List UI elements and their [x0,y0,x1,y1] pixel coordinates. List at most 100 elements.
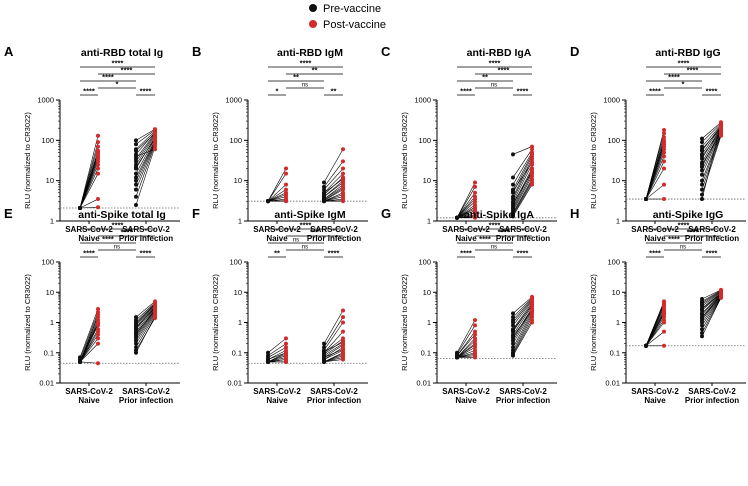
legend-post-marker [309,20,317,28]
x-tick-label: Prior infection [307,396,361,405]
point-pre-vaccine [511,353,515,358]
point-pre-vaccine [700,327,704,332]
y-tick-label: 0.1 [44,348,54,357]
panel-title: anti-Spike IgA [464,209,534,221]
point-pre-vaccine [700,162,704,167]
pair-line [456,340,476,358]
pair-line [645,156,665,200]
pair-line [512,298,533,321]
point-post-vaccine [341,357,345,362]
significance-label: **** [112,221,124,230]
point-post-vaccine [530,302,534,307]
point-pre-vaccine [700,147,704,152]
point-pre-vaccine [700,140,704,145]
y-tick-label: 0.1 [232,348,242,357]
y-tick-label: 10 [234,288,242,297]
significance-label: **** [668,235,680,244]
pair-line [267,359,287,363]
point-pre-vaccine [266,199,270,204]
significance-label: ** [274,249,280,258]
point-pre-vaccine [134,142,138,147]
pair-line [323,350,344,360]
pair-line [456,212,476,219]
y-tick-label: 1000 [603,96,620,105]
y-tick-label: 1 [238,217,242,226]
pair-line [512,149,533,178]
pair-line [323,340,344,355]
pair-line [456,204,476,219]
significance-label: **** [300,59,312,68]
pair-line [79,198,99,209]
point-pre-vaccine [322,349,326,354]
significance-label: ns [302,245,308,251]
y-tick-label: 100 [418,136,431,145]
pair-line [701,128,722,163]
x-tick-label: Naive [644,234,666,243]
y-tick-label: 100 [607,136,620,145]
x-tick-label: Naive [78,234,100,243]
significance-label: **** [300,221,312,230]
point-post-vaccine [662,166,666,171]
x-tick-label: SARS-CoV-2 [631,387,679,396]
point-post-vaccine [341,147,345,152]
pair-line [512,310,533,344]
pair-line [135,303,156,323]
point-post-vaccine [96,171,100,176]
pair-line [701,132,722,165]
point-post-vaccine [473,323,477,328]
point-pre-vaccine [134,178,138,183]
point-post-vaccine [341,320,345,325]
y-axis-label: RLU (normalized to CR3022) [23,112,32,209]
pair-line [267,352,287,360]
point-pre-vaccine [134,326,138,331]
point-post-vaccine [96,336,100,341]
point-post-vaccine [662,182,666,187]
pair-line [135,128,156,141]
point-post-vaccine [473,332,477,337]
point-post-vaccine [662,154,666,159]
y-tick-label: 100 [229,136,242,145]
pair-line [135,310,156,334]
pair-line [323,178,344,194]
point-post-vaccine [96,341,100,346]
pair-line [135,304,156,326]
panel-title: anti-RBD IgA [467,47,532,59]
significance-label: * [116,80,119,89]
y-tick-label: 1 [427,217,431,226]
pair-line [135,313,156,344]
significance-label: **** [498,228,510,237]
pair-line [512,322,533,356]
point-post-vaccine [284,341,288,346]
point-post-vaccine [662,150,666,155]
point-post-vaccine [473,318,477,323]
y-tick-label: 1 [50,217,54,226]
pair-line [323,322,344,351]
x-tick-label: SARS-CoV-2 [442,225,490,234]
y-axis-label: RLU (normalized to CR3022) [211,112,220,209]
y-tick-label: 10 [423,176,431,185]
point-post-vaccine [473,184,477,189]
pair-line [701,293,722,310]
point-post-vaccine [719,122,723,127]
significance-label: **** [460,87,472,96]
significance-label: **** [479,235,491,244]
significance-label: ns [680,245,686,251]
pair-line [135,305,156,328]
point-pre-vaccine [700,306,704,311]
point-pre-vaccine [511,341,515,346]
x-tick-label: Prior infection [119,396,173,405]
panel-letter: D [570,44,579,59]
pair-line [79,168,99,209]
point-pre-vaccine [700,182,704,187]
legend: Pre-vaccine Post-vaccine [309,3,386,31]
pair-line [456,331,476,356]
pair-line [323,189,344,201]
y-axis-label: RLU (normalized to CR3022) [589,112,598,209]
point-post-vaccine [96,159,100,164]
y-tick-label: 1000 [225,96,242,105]
pair-line [135,311,156,341]
significance-label: **** [460,249,472,258]
y-tick-label: 1 [238,318,242,327]
